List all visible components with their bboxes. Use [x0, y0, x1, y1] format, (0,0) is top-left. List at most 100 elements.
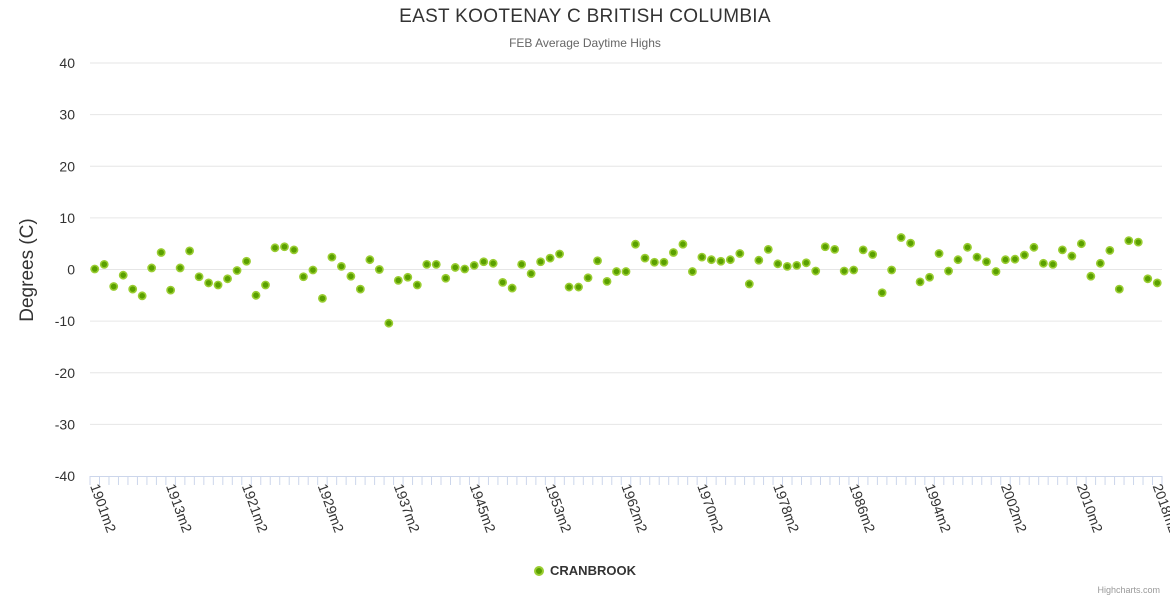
data-point[interactable] — [545, 253, 555, 263]
data-point[interactable] — [517, 259, 527, 269]
data-point[interactable] — [678, 239, 688, 249]
data-point[interactable] — [706, 255, 716, 265]
data-point[interactable] — [963, 242, 972, 252]
data-point[interactable] — [308, 265, 318, 275]
data-point[interactable] — [868, 250, 878, 259]
data-point[interactable] — [1010, 254, 1020, 264]
data-point[interactable] — [185, 246, 195, 256]
data-point[interactable] — [393, 275, 403, 285]
data-point[interactable] — [1076, 239, 1086, 249]
data-point[interactable] — [242, 256, 251, 266]
legend-item-cranbrook[interactable]: CRANBROOK — [0, 563, 1170, 578]
data-point[interactable] — [498, 278, 508, 287]
data-point[interactable] — [156, 248, 166, 257]
data-point[interactable] — [175, 263, 185, 273]
data-point[interactable] — [1039, 258, 1048, 268]
data-point[interactable] — [688, 267, 697, 276]
data-point[interactable] — [431, 259, 441, 269]
data-point[interactable] — [469, 260, 479, 270]
data-point[interactable] — [1001, 255, 1010, 265]
data-point[interactable] — [251, 290, 261, 300]
data-point[interactable] — [669, 248, 678, 257]
data-point[interactable] — [972, 252, 982, 262]
data-point[interactable] — [147, 263, 157, 273]
data-point[interactable] — [697, 252, 707, 262]
data-point[interactable] — [460, 264, 470, 274]
data-point[interactable] — [299, 272, 308, 282]
series-cranbrook[interactable] — [90, 233, 1162, 328]
data-point[interactable] — [612, 267, 621, 276]
data-point[interactable] — [223, 274, 232, 284]
data-point[interactable] — [488, 258, 498, 268]
data-point[interactable] — [1086, 271, 1096, 281]
data-point[interactable] — [318, 294, 327, 303]
data-point[interactable] — [336, 262, 346, 271]
data-point[interactable] — [384, 318, 394, 328]
data-point[interactable] — [782, 262, 792, 271]
data-point[interactable] — [403, 272, 413, 282]
data-point[interactable] — [1105, 245, 1115, 255]
data-point[interactable] — [280, 242, 289, 252]
data-point[interactable] — [166, 285, 176, 295]
data-point[interactable] — [450, 263, 460, 272]
data-point[interactable] — [327, 252, 337, 262]
data-point[interactable] — [896, 233, 906, 242]
data-point[interactable] — [355, 284, 365, 294]
data-point[interactable] — [1029, 242, 1039, 252]
data-point[interactable] — [602, 276, 612, 286]
data-point[interactable] — [792, 260, 802, 270]
data-point[interactable] — [270, 243, 280, 253]
data-point[interactable] — [659, 257, 669, 267]
data-point[interactable] — [536, 257, 546, 267]
data-point[interactable] — [944, 266, 953, 276]
data-point[interactable] — [744, 279, 754, 289]
data-point[interactable] — [346, 271, 356, 281]
data-point[interactable] — [934, 249, 944, 258]
data-point[interactable] — [1133, 237, 1143, 247]
data-point[interactable] — [858, 245, 868, 255]
data-point[interactable] — [725, 255, 735, 265]
data-point[interactable] — [953, 255, 963, 265]
data-point[interactable] — [716, 256, 726, 266]
data-point[interactable] — [365, 255, 375, 265]
data-point[interactable] — [839, 266, 849, 276]
data-point[interactable] — [773, 259, 783, 269]
data-point[interactable] — [137, 291, 147, 301]
data-point[interactable] — [99, 259, 109, 269]
data-point[interactable] — [1114, 284, 1124, 294]
data-point[interactable] — [574, 282, 583, 292]
data-point[interactable] — [763, 244, 773, 254]
data-point[interactable] — [232, 266, 242, 275]
data-point[interactable] — [204, 278, 213, 288]
data-point[interactable] — [213, 280, 223, 290]
data-point[interactable] — [621, 267, 631, 276]
data-point[interactable] — [906, 238, 916, 248]
data-point[interactable] — [422, 259, 432, 269]
data-point[interactable] — [830, 244, 840, 254]
data-point[interactable] — [1067, 251, 1077, 261]
data-point[interactable] — [109, 282, 119, 291]
data-point[interactable] — [650, 257, 659, 267]
data-point[interactable] — [1152, 278, 1162, 288]
data-point[interactable] — [479, 257, 489, 267]
data-point[interactable] — [925, 272, 934, 282]
data-point[interactable] — [1020, 250, 1029, 260]
data-point[interactable] — [887, 265, 897, 275]
data-point[interactable] — [1095, 258, 1105, 268]
data-point[interactable] — [118, 270, 128, 280]
data-point[interactable] — [735, 249, 745, 258]
data-point[interactable] — [801, 258, 811, 268]
data-point[interactable] — [982, 257, 991, 267]
data-point[interactable] — [526, 269, 536, 279]
data-point[interactable] — [1048, 259, 1058, 269]
data-point[interactable] — [261, 280, 270, 290]
data-point[interactable] — [820, 242, 830, 252]
data-point[interactable] — [754, 255, 764, 265]
data-point[interactable] — [90, 264, 100, 274]
data-point[interactable] — [564, 282, 574, 292]
data-point[interactable] — [1124, 236, 1134, 245]
data-point[interactable] — [441, 273, 451, 283]
data-point[interactable] — [631, 239, 640, 249]
data-point[interactable] — [811, 266, 821, 276]
data-point[interactable] — [593, 256, 602, 266]
